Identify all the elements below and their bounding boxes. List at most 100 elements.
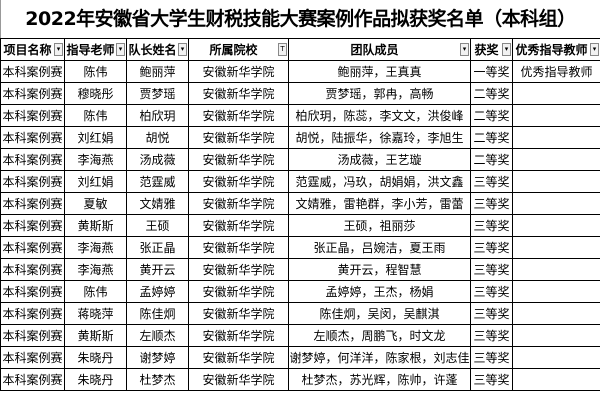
cell-team-members[interactable]: 谢梦婷，何洋洋，陈家根，刘志佳 [288,346,471,369]
cell-project-name[interactable]: 本科案例赛 [0,258,65,281]
cell-project-name[interactable]: 本科案例赛 [0,104,65,127]
cell-project-name[interactable]: 本科案例赛 [0,148,65,171]
cell-school[interactable]: 安徽新华学院 [188,170,289,193]
cell-award[interactable]: 二等奖 [470,126,513,149]
cell-excellent-advisor[interactable] [512,368,600,391]
cell-excellent-advisor[interactable] [512,170,600,193]
dropdown-icon[interactable]: ▾ [502,43,511,56]
cell-captain[interactable]: 孟婷婷 [126,280,189,303]
cell-award[interactable]: 三等奖 [470,324,513,347]
cell-advisor[interactable]: 刘红娟 [64,126,127,149]
cell-school[interactable]: 安徽新华学院 [188,280,289,303]
cell-project-name[interactable]: 本科案例赛 [0,280,65,303]
cell-project-name[interactable]: 本科案例赛 [0,346,65,369]
cell-project-name[interactable]: 本科案例赛 [0,60,65,83]
cell-school[interactable]: 安徽新华学院 [188,192,289,215]
cell-captain[interactable]: 谢梦婷 [126,346,189,369]
cell-award[interactable]: 二等奖 [470,82,513,105]
cell-advisor[interactable]: 黄斯斯 [64,214,127,237]
cell-school[interactable]: 安徽新华学院 [188,324,289,347]
cell-captain[interactable]: 文婧雅 [126,192,189,215]
cell-school[interactable]: 安徽新华学院 [188,346,289,369]
cell-advisor[interactable]: 朱晓丹 [64,346,127,369]
cell-school[interactable]: 安徽新华学院 [188,258,289,281]
cell-team-members[interactable]: 杜梦杰，苏光辉，陈帅，许蓬 [288,368,471,391]
cell-award[interactable]: 二等奖 [470,148,513,171]
cell-team-members[interactable]: 文婧雅，雷艳群，李小芳，雷蕾 [288,192,471,215]
cell-captain[interactable]: 汤成薇 [126,148,189,171]
cell-excellent-advisor[interactable] [512,148,600,171]
cell-advisor[interactable]: 陈伟 [64,280,127,303]
cell-captain[interactable]: 范霆威 [126,170,189,193]
cell-school[interactable]: 安徽新华学院 [188,148,289,171]
cell-advisor[interactable]: 陈伟 [64,60,127,83]
cell-award[interactable]: 三等奖 [470,346,513,369]
header-advisor[interactable]: 指导老师 ▾ [64,38,127,61]
cell-advisor[interactable]: 李海燕 [64,236,127,259]
cell-award[interactable]: 三等奖 [470,368,513,391]
cell-excellent-advisor[interactable] [512,302,600,325]
cell-school[interactable]: 安徽新华学院 [188,236,289,259]
cell-team-members[interactable]: 王硕，祖丽莎 [288,214,471,237]
cell-team-members[interactable]: 柏欣玥，陈蕊，李文文，洪俊峰 [288,104,471,127]
cell-excellent-advisor[interactable] [512,280,600,303]
cell-team-members[interactable]: 孟婷婷，王杰，杨娟 [288,280,471,303]
header-project-name[interactable]: 项目名称 ▾ [0,38,65,61]
dropdown-icon[interactable]: ▾ [178,43,187,56]
dropdown-icon[interactable]: ▾ [116,43,125,56]
cell-team-members[interactable]: 汤成薇，王艺璇 [288,148,471,171]
cell-captain[interactable]: 杜梦杰 [126,368,189,391]
cell-project-name[interactable]: 本科案例赛 [0,324,65,347]
cell-project-name[interactable]: 本科案例赛 [0,82,65,105]
cell-excellent-advisor[interactable]: 优秀指导教师 [512,60,600,83]
cell-excellent-advisor[interactable] [512,192,600,215]
cell-team-members[interactable]: 黄开云，程智慧 [288,258,471,281]
cell-school[interactable]: 安徽新华学院 [188,126,289,149]
cell-captain[interactable]: 张正晶 [126,236,189,259]
cell-school[interactable]: 安徽新华学院 [188,302,289,325]
cell-advisor[interactable]: 刘红娟 [64,170,127,193]
cell-team-members[interactable]: 胡悦，陆振华，徐嘉玲，李旭生 [288,126,471,149]
cell-project-name[interactable]: 本科案例赛 [0,170,65,193]
cell-award[interactable]: 三等奖 [470,192,513,215]
cell-captain[interactable]: 贾梦瑶 [126,82,189,105]
cell-award[interactable]: 三等奖 [470,236,513,259]
cell-captain[interactable]: 胡悦 [126,126,189,149]
cell-advisor[interactable]: 李海燕 [64,258,127,281]
cell-excellent-advisor[interactable] [512,82,600,105]
cell-advisor[interactable]: 李海燕 [64,148,127,171]
cell-advisor[interactable]: 朱晓丹 [64,368,127,391]
cell-project-name[interactable]: 本科案例赛 [0,368,65,391]
cell-captain[interactable]: 柏欣玥 [126,104,189,127]
cell-project-name[interactable]: 本科案例赛 [0,126,65,149]
cell-school[interactable]: 安徽新华学院 [188,104,289,127]
header-captain[interactable]: 队长姓名 ▾ [126,38,189,61]
cell-school[interactable]: 安徽新华学院 [188,60,289,83]
cell-captain[interactable]: 黄开云 [126,258,189,281]
cell-advisor[interactable]: 穆晓彤 [64,82,127,105]
cell-team-members[interactable]: 陈佳炯，吴闵，吴麒淇 [288,302,471,325]
cell-excellent-advisor[interactable] [512,258,600,281]
cell-team-members[interactable]: 范霆威，冯玖，胡娟娟，洪文鑫 [288,170,471,193]
cell-award[interactable]: 三等奖 [470,258,513,281]
header-school[interactable]: 所属院校 T [188,38,289,61]
cell-team-members[interactable]: 张正晶，吕婉洁，夏王雨 [288,236,471,259]
cell-project-name[interactable]: 本科案例赛 [0,214,65,237]
cell-captain[interactable]: 陈佳炯 [126,302,189,325]
cell-excellent-advisor[interactable] [512,126,600,149]
cell-school[interactable]: 安徽新华学院 [188,214,289,237]
cell-excellent-advisor[interactable] [512,324,600,347]
cell-excellent-advisor[interactable] [512,104,600,127]
cell-school[interactable]: 安徽新华学院 [188,368,289,391]
cell-award[interactable]: 三等奖 [470,302,513,325]
cell-award[interactable]: 三等奖 [470,214,513,237]
header-team-members[interactable]: 团队成员 ▾ [288,38,471,61]
filter-active-icon[interactable]: T [278,43,287,56]
cell-school[interactable]: 安徽新华学院 [188,82,289,105]
cell-award[interactable]: 一等奖 [470,60,513,83]
header-excellent-advisor[interactable]: 优秀指导教师 ▾ [512,38,600,61]
dropdown-icon[interactable]: ▾ [54,43,63,56]
cell-award[interactable]: 三等奖 [470,170,513,193]
cell-excellent-advisor[interactable] [512,236,600,259]
cell-team-members[interactable]: 左顺杰，周鹏飞，时文龙 [288,324,471,347]
